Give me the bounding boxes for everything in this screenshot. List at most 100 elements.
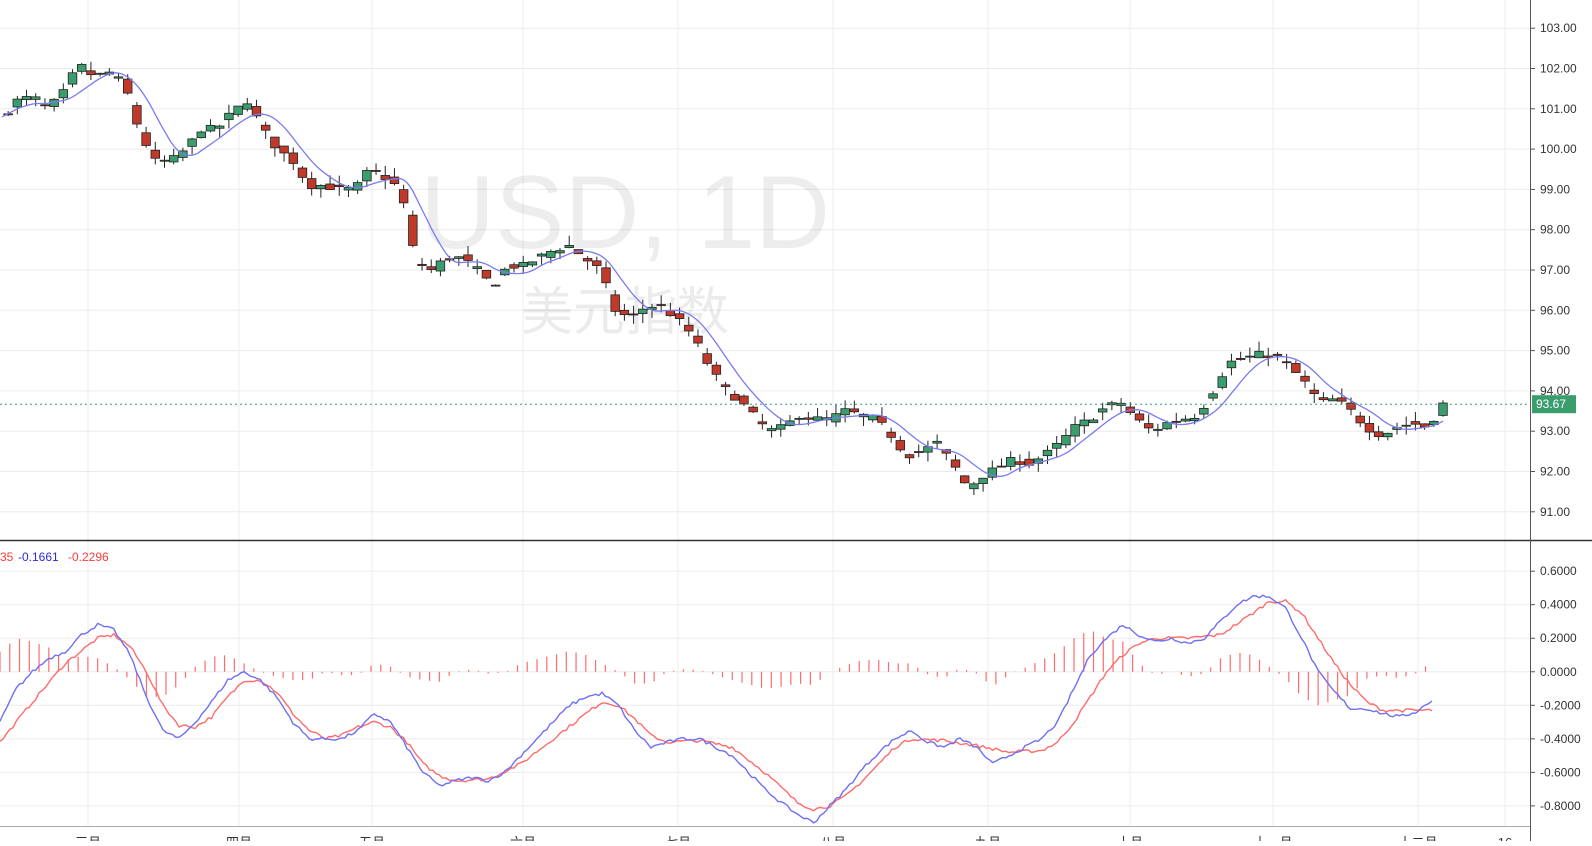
candle xyxy=(362,167,372,187)
macd-signal-line xyxy=(0,598,1433,812)
candle xyxy=(1199,404,1209,419)
candle xyxy=(1235,351,1246,361)
candle xyxy=(1005,451,1016,471)
price-tick-label: 103.00 xyxy=(1540,21,1577,35)
candle xyxy=(730,390,740,401)
time-tick-label: 十二月 xyxy=(1398,835,1437,841)
price-tick-label: 102.00 xyxy=(1540,62,1577,76)
candle xyxy=(1410,412,1421,431)
candle xyxy=(711,361,722,381)
candle xyxy=(187,137,197,155)
candle xyxy=(481,269,492,280)
candle xyxy=(987,460,998,481)
price-tick-label: 94.00 xyxy=(1540,384,1570,398)
candle xyxy=(748,405,758,413)
time-tick-label: 十一月 xyxy=(1253,835,1292,841)
candle xyxy=(49,98,59,112)
price-tick-label: 100.00 xyxy=(1540,142,1577,156)
candle xyxy=(610,290,620,317)
candle xyxy=(1254,341,1264,359)
candle xyxy=(334,175,344,196)
candle xyxy=(1088,418,1099,424)
macd-legend-signal: -0.2296 xyxy=(68,550,109,564)
candle xyxy=(1438,400,1448,417)
macd-tick-label: 0.2000 xyxy=(1540,631,1577,645)
candle xyxy=(822,410,832,427)
candle xyxy=(720,381,731,396)
time-tick-label: 八月 xyxy=(820,835,846,841)
candle xyxy=(168,148,179,165)
candle xyxy=(536,252,547,266)
candle xyxy=(242,97,252,112)
last-price-label: 93.67 xyxy=(1536,397,1566,411)
candle xyxy=(996,458,1007,468)
macd-tick-label: 0.4000 xyxy=(1540,598,1577,612)
candle xyxy=(67,69,78,88)
candle xyxy=(950,454,961,471)
candle xyxy=(693,329,703,348)
macd-line xyxy=(0,594,1433,824)
candle xyxy=(1097,402,1108,421)
macd-tick-label: -0.4000 xyxy=(1540,732,1581,746)
price-tick-label: 98.00 xyxy=(1540,223,1570,237)
candle xyxy=(1033,456,1043,472)
candle xyxy=(398,184,409,209)
candle xyxy=(1364,415,1375,441)
candle xyxy=(527,261,538,268)
candle xyxy=(794,416,804,425)
candle xyxy=(270,136,280,157)
time-tick-label: 九月 xyxy=(975,835,1001,841)
time-tick-label: 七月 xyxy=(665,835,691,841)
candle xyxy=(1383,432,1393,441)
candle xyxy=(417,257,427,271)
candle xyxy=(1217,372,1227,390)
price-tick-label: 97.00 xyxy=(1540,263,1570,277)
ma-line xyxy=(1,72,1444,477)
candle xyxy=(77,62,87,75)
candle xyxy=(702,347,712,366)
moving-average xyxy=(1,72,1444,477)
price-series xyxy=(3,61,1448,495)
macd-tick-label: -0.8000 xyxy=(1540,799,1581,813)
candle xyxy=(141,126,151,148)
candle xyxy=(297,166,308,183)
price-tick-label: 91.00 xyxy=(1540,505,1570,519)
candle xyxy=(1355,411,1365,428)
candle xyxy=(904,453,915,464)
candle xyxy=(812,408,823,421)
candle xyxy=(288,147,298,171)
candle xyxy=(205,119,216,133)
price-tick-label: 95.00 xyxy=(1540,344,1570,358)
candle xyxy=(1208,391,1218,402)
candle xyxy=(224,104,234,129)
candle xyxy=(113,73,124,82)
price-tick-label: 96.00 xyxy=(1540,303,1570,317)
candle xyxy=(279,145,289,162)
macd-legend: 35 -0.1661 -0.2296 xyxy=(0,550,109,564)
candle xyxy=(1318,392,1329,402)
candle xyxy=(849,400,860,414)
candle xyxy=(1042,445,1053,465)
price-tick-label: 99.00 xyxy=(1540,182,1570,196)
candle xyxy=(932,434,942,449)
candle xyxy=(389,168,400,186)
candle xyxy=(435,258,446,277)
candle xyxy=(1226,353,1237,376)
candle xyxy=(960,475,970,484)
candle xyxy=(132,102,142,129)
candle xyxy=(601,261,611,289)
candle xyxy=(1401,416,1411,435)
candle xyxy=(739,394,749,407)
candle xyxy=(1079,412,1089,434)
candle xyxy=(757,413,768,430)
candle xyxy=(592,256,602,274)
time-tick-label: 六月 xyxy=(510,835,536,841)
time-tick-label: 16 xyxy=(1498,835,1512,841)
time-tick-label: 十月 xyxy=(1117,835,1143,841)
candle xyxy=(196,130,206,139)
macd-tick-label: -0.6000 xyxy=(1540,765,1581,779)
watermark-symbol: USD, 1D xyxy=(420,155,830,271)
candle xyxy=(914,444,924,458)
